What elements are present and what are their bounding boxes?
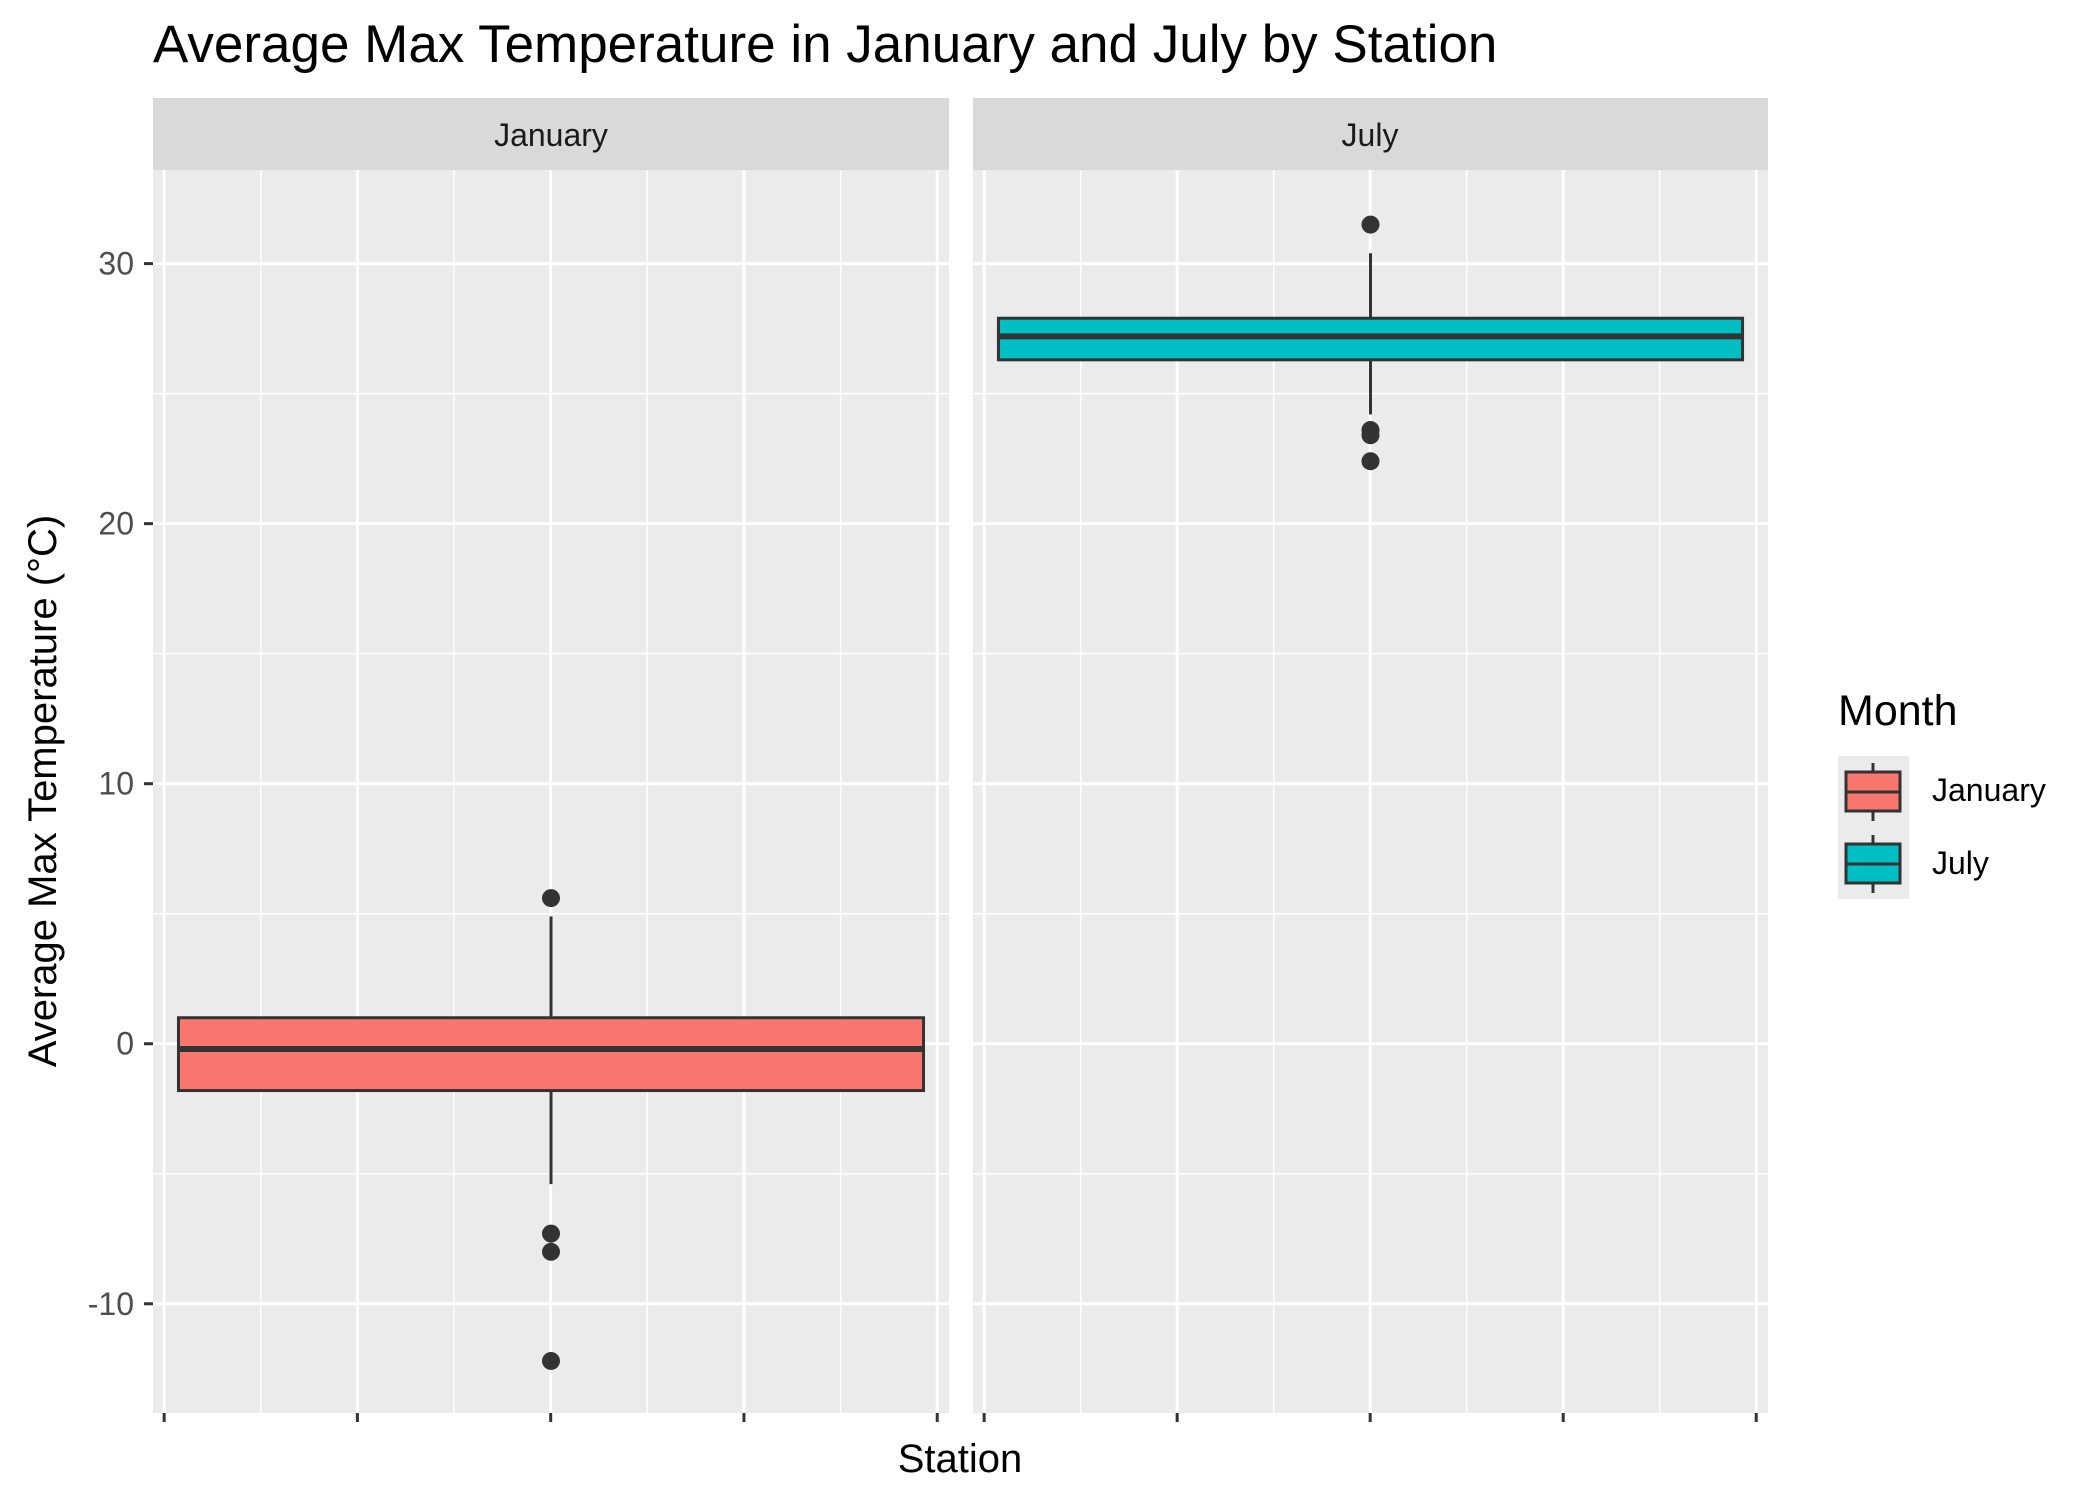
y-tick-label: 30 <box>98 246 134 282</box>
outlier-point <box>542 1242 560 1261</box>
y-tick-label: 0 <box>116 1026 134 1062</box>
y-axis-title: Average Max Temperature (°C) <box>21 515 65 1068</box>
legend-key-january <box>1844 763 1902 821</box>
y-tick-label: 20 <box>98 506 134 542</box>
outlier-point <box>542 889 560 908</box>
strip-july <box>973 98 1768 170</box>
boxplot-july <box>996 215 1745 471</box>
box-iqr <box>176 1016 926 1093</box>
boxplot-january <box>176 889 926 1370</box>
legend: Month January July <box>1838 687 2046 899</box>
box-layer <box>176 215 1745 1370</box>
legend-label-july: July <box>1932 845 1989 881</box>
outlier-point <box>542 1224 560 1243</box>
x-axis-title: Station <box>898 1437 1023 1481</box>
axis-layer: -10 0 10 20 30 <box>88 246 1758 1422</box>
outlier-point <box>1361 452 1380 471</box>
outlier-point <box>1361 215 1380 234</box>
legend-key-july <box>1844 835 1902 893</box>
y-tick-label: 10 <box>98 766 134 802</box>
strip-label-july: July <box>1342 117 1399 153</box>
outlier-point <box>1361 426 1380 445</box>
chart-title: Average Max Temperature in January and J… <box>153 15 1497 74</box>
legend-label-january: January <box>1932 772 2046 808</box>
strip-january <box>153 98 949 170</box>
outlier-point <box>542 1351 560 1370</box>
y-tick-label: -10 <box>88 1286 134 1322</box>
strip-label-january: January <box>494 117 608 153</box>
legend-title: Month <box>1838 687 1958 735</box>
